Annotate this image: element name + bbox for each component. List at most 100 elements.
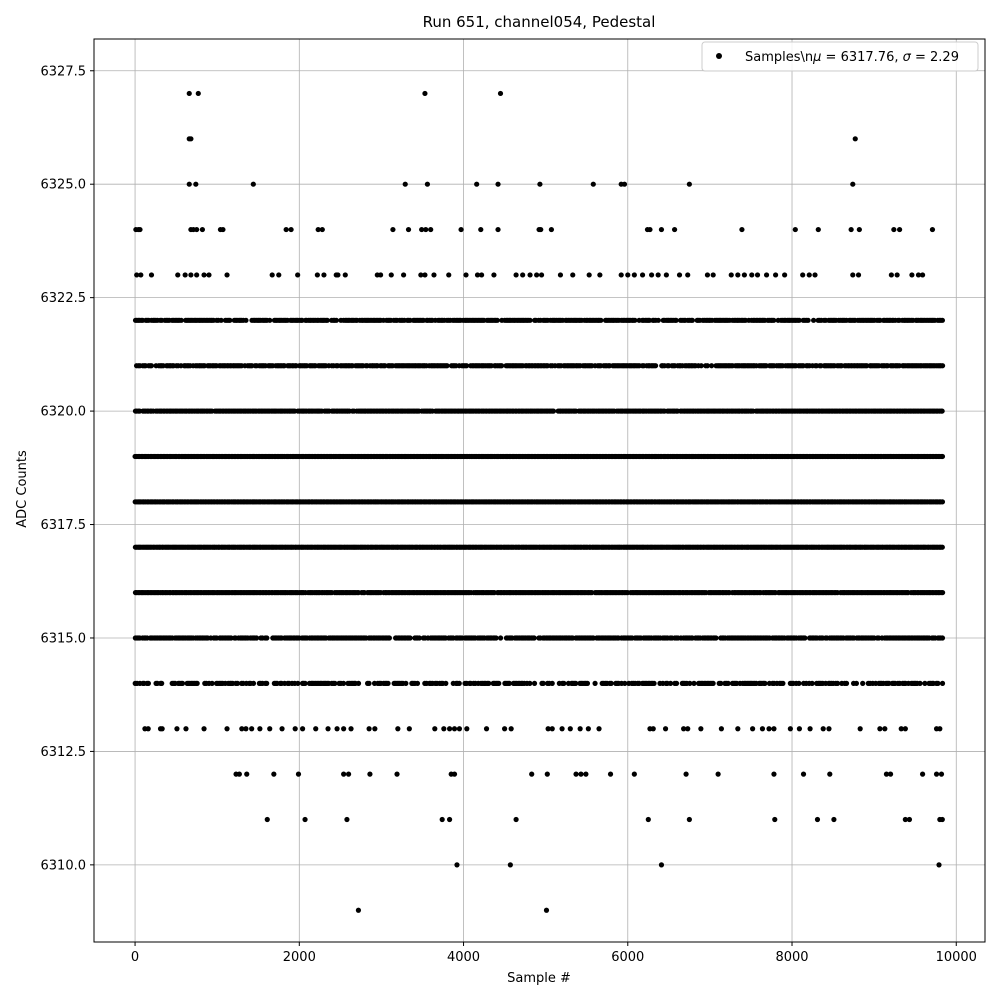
data-point	[583, 771, 589, 777]
data-point	[508, 726, 514, 732]
data-point	[194, 226, 200, 233]
data-point	[324, 317, 330, 323]
data-point	[414, 680, 421, 686]
data-point	[800, 771, 807, 777]
data-point	[938, 771, 945, 777]
data-point	[137, 226, 143, 233]
data-point	[741, 272, 747, 278]
data-point	[302, 680, 308, 686]
data-point	[416, 635, 422, 641]
data-point	[715, 771, 721, 777]
data-point	[545, 726, 551, 732]
data-point	[456, 680, 462, 686]
data-point	[529, 771, 535, 777]
data-point	[538, 272, 545, 278]
data-point	[199, 226, 205, 233]
data-point	[295, 680, 301, 686]
data-point	[812, 272, 818, 278]
data-point	[762, 680, 768, 686]
data-point	[186, 181, 192, 187]
data-points	[132, 90, 946, 913]
data-point	[802, 635, 808, 641]
data-point	[653, 363, 659, 369]
data-point	[456, 726, 463, 732]
data-point	[710, 680, 716, 686]
data-point	[567, 726, 573, 732]
data-point	[218, 317, 224, 323]
data-point	[673, 680, 680, 686]
data-point	[639, 272, 646, 278]
data-point	[302, 816, 308, 823]
data-point	[446, 816, 453, 823]
y-tick-label: 6310.0	[41, 858, 87, 873]
data-point	[772, 816, 778, 823]
data-point	[474, 272, 481, 278]
data-point	[493, 635, 499, 641]
data-point	[257, 726, 263, 732]
data-point	[313, 726, 319, 732]
data-point	[683, 771, 689, 777]
data-point	[939, 816, 945, 823]
data-point	[577, 726, 583, 732]
data-point	[622, 680, 628, 686]
data-point	[877, 726, 883, 732]
data-point	[887, 771, 894, 777]
data-point	[939, 635, 946, 641]
data-point	[561, 680, 567, 686]
data-point	[341, 726, 347, 732]
data-point	[499, 363, 505, 369]
data-point	[939, 453, 946, 460]
data-point	[250, 680, 257, 686]
data-point	[174, 726, 180, 732]
data-point	[495, 181, 501, 187]
data-point	[855, 272, 862, 278]
data-point	[848, 226, 854, 233]
data-point	[709, 363, 715, 369]
data-point	[355, 907, 362, 913]
data-point	[267, 726, 273, 732]
data-point	[178, 317, 184, 323]
data-point	[718, 726, 724, 732]
data-point	[486, 680, 492, 686]
data-point	[194, 680, 200, 686]
data-point	[271, 771, 277, 777]
x-tick-label: 6000	[611, 950, 644, 965]
data-point	[239, 726, 245, 732]
data-point	[826, 726, 832, 732]
data-point	[831, 816, 837, 823]
y-tick-label: 6317.5	[41, 518, 87, 533]
data-point	[939, 589, 946, 596]
data-point	[780, 680, 786, 686]
data-point	[201, 272, 207, 278]
data-point	[713, 635, 719, 641]
x-tick-label: 8000	[775, 950, 808, 965]
data-point	[335, 272, 341, 278]
data-point	[345, 771, 352, 777]
data-point	[537, 181, 543, 187]
data-point	[385, 680, 391, 686]
data-point	[937, 726, 943, 732]
data-point	[882, 726, 888, 732]
data-point	[645, 816, 651, 823]
data-point	[431, 272, 437, 278]
data-point	[759, 726, 766, 732]
data-point	[534, 272, 540, 278]
y-tick-label: 6327.5	[41, 64, 87, 79]
data-point	[810, 317, 817, 323]
data-point	[195, 90, 201, 97]
legend-box	[701, 41, 979, 72]
data-point	[936, 862, 942, 868]
data-point	[224, 272, 230, 278]
data-point	[559, 726, 565, 732]
data-point	[264, 635, 270, 641]
data-point	[915, 272, 922, 278]
data-point	[655, 317, 661, 323]
data-point	[631, 272, 637, 278]
data-point	[366, 680, 372, 686]
data-point	[853, 680, 860, 686]
data-point	[548, 226, 555, 233]
data-point	[269, 272, 275, 278]
data-point	[651, 680, 657, 686]
data-point	[441, 726, 447, 732]
